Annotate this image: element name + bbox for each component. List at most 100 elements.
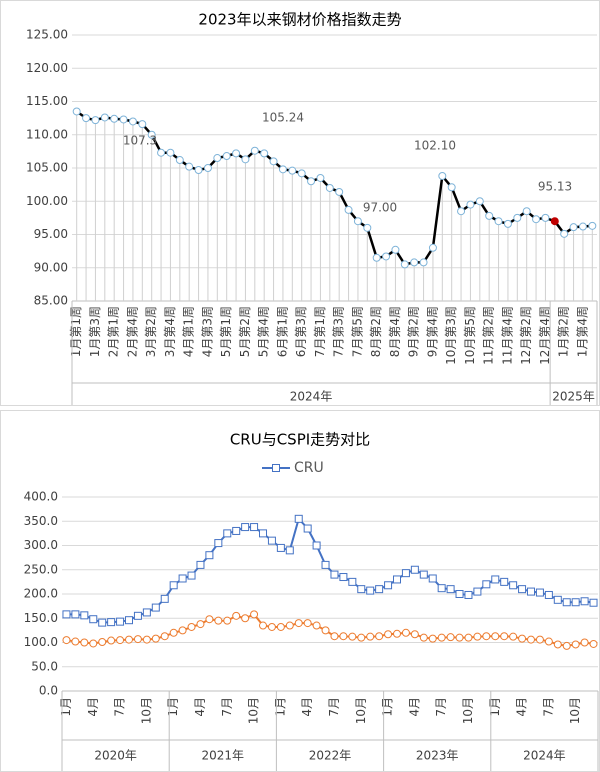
data-point	[89, 639, 98, 648]
data-point	[276, 543, 285, 552]
data-point	[532, 215, 541, 224]
y-tick-label: 250.0	[24, 562, 58, 576]
data-point	[562, 598, 571, 607]
data-point	[196, 560, 205, 569]
y-tick-label: 0.0	[39, 684, 58, 698]
x-tick-label: 8月第2周	[369, 306, 383, 357]
x-tick-label: 2月第4周	[125, 306, 139, 357]
data-point	[335, 187, 344, 196]
x-tick-label: 4月第1周	[182, 306, 196, 357]
data-point	[133, 611, 142, 620]
x-tick-label: 5月第2周	[238, 306, 252, 357]
data-point	[241, 155, 250, 164]
data-point	[222, 152, 231, 161]
data-point	[223, 529, 232, 538]
x-tick-label: 12月第2周	[519, 306, 533, 365]
data-point	[401, 628, 410, 637]
data-point	[250, 523, 259, 532]
x-tick-label: 4月	[407, 697, 421, 717]
y-tick-label: 115.00	[26, 94, 68, 108]
data-point	[142, 608, 151, 617]
data-point	[428, 243, 437, 252]
chart-title: 2023年以来钢材价格指数走势	[198, 11, 401, 29]
annotation: 107.3	[123, 134, 157, 148]
data-point	[185, 162, 194, 171]
x-tick-label: 1月	[488, 697, 502, 717]
data-point	[437, 633, 446, 642]
x-tick-label: 1月	[273, 697, 287, 717]
y-tick-label: 200.0	[24, 587, 58, 601]
x-tick-label: 4月	[300, 697, 314, 717]
data-point	[535, 588, 544, 597]
data-point	[98, 638, 107, 647]
data-point	[307, 177, 316, 186]
y-tick-label: 125.00	[26, 28, 68, 42]
data-point	[187, 622, 196, 631]
y-tick-label: 120.00	[26, 61, 68, 75]
x-tick-label: 1月第3周	[88, 306, 102, 357]
data-point	[214, 616, 223, 625]
data-point	[285, 546, 294, 555]
data-point	[116, 617, 125, 626]
chart-title: CRU与CSPI走势对比	[230, 431, 370, 449]
group-label: 2021年	[202, 749, 245, 763]
data-point	[410, 258, 419, 267]
data-point	[419, 258, 428, 267]
data-point	[169, 581, 178, 590]
data-point	[303, 524, 312, 533]
y-tick-label: 50.0	[31, 659, 58, 673]
data-point	[353, 217, 362, 226]
data-point	[589, 639, 598, 648]
data-point	[410, 630, 419, 639]
data-point	[382, 252, 391, 261]
data-point	[569, 223, 578, 232]
data-point	[464, 633, 473, 642]
data-point	[544, 637, 553, 646]
data-point	[276, 622, 285, 631]
data-point	[157, 148, 166, 157]
data-point	[491, 575, 500, 584]
y-tick-label: 85.00	[34, 294, 68, 308]
data-point	[178, 626, 187, 635]
data-point	[160, 594, 169, 603]
data-point	[82, 114, 91, 123]
data-point	[260, 149, 269, 158]
data-point	[437, 584, 446, 593]
data-point	[119, 115, 128, 124]
data-point	[375, 585, 384, 594]
x-tick-label: 7月	[434, 697, 448, 717]
x-tick-label: 10月	[139, 697, 153, 724]
legend-label: CRU	[294, 460, 324, 476]
x-tick-label: 5月第1周	[219, 306, 233, 357]
data-point	[348, 632, 357, 641]
data-point	[482, 632, 491, 641]
x-tick-label: 10月	[354, 697, 368, 724]
y-tick-label: 110.00	[26, 127, 68, 141]
x-tick-label: 3月第2周	[144, 306, 158, 357]
annotation: 95.13	[538, 180, 572, 194]
legend-marker	[272, 464, 280, 472]
x-tick-label: 7月第3周	[332, 306, 346, 357]
data-point	[285, 621, 294, 630]
data-point	[500, 632, 509, 641]
x-tick-label: 10月第3周	[444, 306, 458, 365]
data-point	[325, 183, 334, 192]
data-point	[232, 149, 241, 158]
data-point	[428, 574, 437, 583]
data-point	[166, 148, 175, 157]
data-point	[384, 630, 393, 639]
group-label: 2023年	[416, 749, 459, 763]
data-point	[316, 173, 325, 182]
y-tick-label: 105.00	[26, 161, 68, 175]
data-point	[128, 117, 137, 126]
data-point	[544, 590, 553, 599]
y-tick-label: 400.0	[24, 490, 58, 504]
data-point	[110, 114, 119, 123]
data-point	[178, 574, 187, 583]
data-point	[410, 565, 419, 574]
data-point	[588, 221, 597, 230]
data-point	[553, 640, 562, 649]
annotation: 105.24	[262, 111, 304, 125]
data-point	[80, 611, 89, 620]
x-tick-label: 4月	[193, 697, 207, 717]
